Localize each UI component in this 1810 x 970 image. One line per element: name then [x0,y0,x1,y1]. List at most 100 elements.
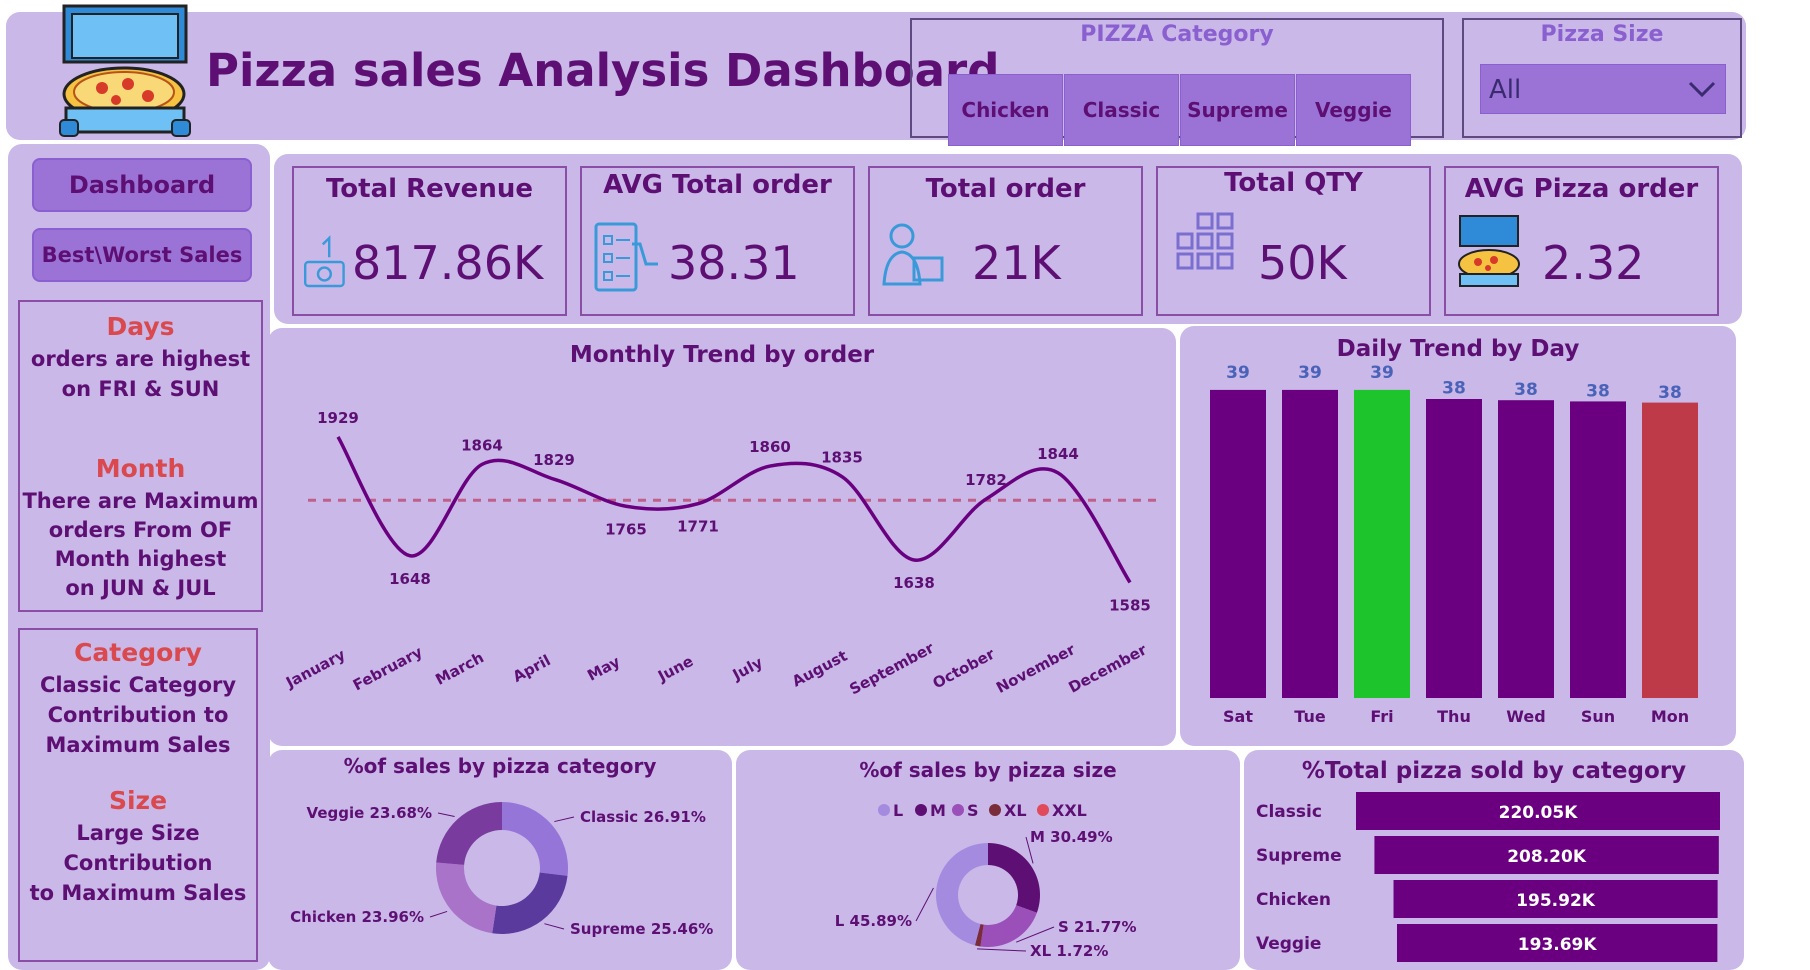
leader-line [429,910,448,918]
slice-label: Chicken 23.96% [290,908,424,926]
grid-icon [1176,212,1234,270]
month-text-4: on JUN & JUL [65,576,216,600]
category-label: Classic [1256,802,1322,822]
x-tick-label: March [432,648,486,688]
category-share-chart: Classic 26.91% Supreme 25.46% Chicken 23.9… [290,802,713,938]
size-dropdown[interactable]: All [1480,64,1726,114]
x-tick-label: August [789,647,850,691]
bar [1210,389,1266,698]
category-label: Supreme [1256,846,1342,866]
monthly-trend-title: Monthly Trend by order [569,342,875,368]
kpi-total-qty-label: Total QTY [1224,168,1363,198]
size-text-2: Contribution [63,851,213,875]
category-option-veggie[interactable]: Veggie [1296,74,1411,146]
slice-label: M 30.49% [1030,828,1113,846]
data-label: 1844 [1037,445,1079,463]
x-tick-label: June [654,652,696,686]
x-tick-label: January [282,645,348,692]
kpi-avg-pizza-order-label: AVG Pizza order [1464,174,1699,204]
days-text-2: on FRI & SUN [61,377,220,401]
x-tick-label: Fri [1370,707,1393,726]
bar [1498,400,1554,698]
size-text-3: to Maximum Sales [29,881,247,905]
x-tick-label: May [584,652,623,684]
x-tick-label: Mon [1651,707,1689,726]
legend-label: L [893,801,903,820]
monthly-trend-panel: Monthly Trend by order [268,328,1176,746]
bar [1354,389,1410,698]
kpi-total-revenue-value: 817.86K [352,236,544,290]
kpi-total-revenue: Total Revenue 817.86K [292,166,567,316]
category-filter-label: PIZZA Category [1080,22,1274,47]
category-qty-chart: Classic 220.05K Supreme 208.20K Chicken 195.9… [1256,792,1720,962]
x-tick-label: Sun [1581,707,1615,726]
legend-marker [989,804,1001,816]
dashboard-nav-button[interactable]: Dashboard [32,158,252,212]
slice-label: XL 1.72% [1030,942,1108,960]
data-label: 1765 [605,520,647,538]
data-label: 1585 [1109,596,1151,614]
checklist-cart-icon [594,222,658,292]
legend-label: XL [1004,801,1027,820]
bar [1374,836,1719,874]
data-label: 1860 [749,438,791,456]
size-heading: Size [108,786,168,815]
money-icon [304,235,345,288]
category-option-classic[interactable]: Classic [1064,74,1179,146]
bar [1282,389,1338,698]
data-label: 38 [1442,378,1466,398]
pie-slice [492,872,568,934]
x-tick-label: December [1066,640,1151,696]
dashboard-title: Pizza sales Analysis Dashboard [206,44,1000,97]
bar [1570,401,1626,698]
size-share-chart: L M S XL XXL M 30.49% S 21.77% XL 1.72% L 45.89% [835,801,1137,960]
data-label: 1929 [317,409,359,427]
header-panel [6,12,1746,140]
month-text-2: orders From OF [48,518,233,542]
category-option-chicken[interactable]: Chicken [948,74,1063,146]
x-tick-label: Tue [1294,707,1326,726]
kpi-avg-total-order: AVG Total order 38.31 [580,166,855,316]
category-option-supreme[interactable]: Supreme [1180,74,1295,146]
pie-slice [436,802,502,865]
data-label: 39 [1370,363,1394,383]
category-heading: Category [74,638,202,667]
data-label: 208.20K [1507,847,1587,867]
bar [1642,402,1698,698]
kpi-total-order: Total order 21K [868,166,1143,316]
legend-label: XXL [1052,801,1087,820]
chevron-down-icon [1688,81,1716,98]
pie-slice [502,802,568,876]
days-text-1: orders are highest [30,347,251,371]
delivery-person-icon [882,223,944,286]
x-tick-label: November [993,640,1079,697]
x-tick-label: September [846,639,937,699]
data-label: 39 [1226,363,1250,383]
size-filter-label: Pizza Size [1540,22,1664,47]
category-label: Chicken [1256,890,1331,910]
insight-category-size-box: Category Classic Category Contribution t… [18,628,258,962]
bar [1393,880,1718,918]
kpi-total-revenue-label: Total Revenue [326,174,533,204]
slice-label: Classic 26.91% [580,808,706,826]
data-label: 1835 [821,449,863,467]
data-label: 195.92K [1516,891,1596,911]
daily-trend-title: Daily Trend by Day [1336,336,1580,362]
legend-label: M [930,801,946,820]
size-text-1: Large Size [76,821,200,845]
leader-line [1016,926,1055,943]
slice-label: S 21.77% [1058,918,1137,936]
x-tick-label: February [350,643,426,695]
slice-label: Supreme 25.46% [570,920,713,938]
bar [1426,399,1482,698]
x-tick-label: Thu [1437,707,1471,726]
best-worst-nav-button[interactable]: Best\Worst Sales [32,228,252,282]
slice-label: L 45.89% [835,912,912,930]
data-label: 220.05K [1499,803,1579,823]
size-dropdown-value: All [1489,75,1522,105]
data-label: 1864 [461,436,503,454]
x-tick-label: October [930,645,999,693]
pie-slice [980,905,1037,947]
legend-marker [952,804,964,816]
legend-marker [878,804,890,816]
